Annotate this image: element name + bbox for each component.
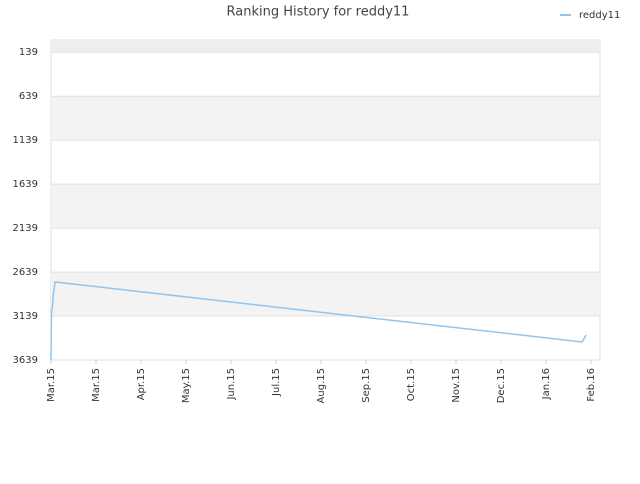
x-tick-label: Feb.16 — [586, 368, 597, 402]
x-tick-label: Aug.15 — [316, 368, 327, 403]
y-tick-label: 2639 — [13, 267, 38, 278]
x-tick-label: May.15 — [181, 368, 192, 403]
x-tick-label: Nov.15 — [451, 368, 462, 403]
x-tick-label: Oct.15 — [406, 368, 417, 401]
x-tick-label: Apr.15 — [136, 368, 147, 400]
x-tick-label: Jul.15 — [271, 368, 282, 397]
x-tick-label: Jan.16 — [541, 368, 552, 400]
x-tick-label: Mar.15 — [46, 368, 57, 402]
y-tick-label: 3639 — [13, 355, 38, 366]
y-tick-label: 3139 — [13, 311, 38, 322]
x-tick-label: Sep.15 — [361, 368, 372, 403]
x-tick-label: Jun.15 — [226, 368, 237, 401]
series-line — [50, 281, 587, 361]
y-tick-label: 1639 — [13, 179, 38, 190]
band — [51, 272, 600, 317]
y-tick-label: 2139 — [13, 223, 38, 234]
x-tick-label: Mar.15 — [91, 368, 102, 402]
y-tick-label: 139 — [19, 47, 38, 58]
band — [51, 96, 600, 141]
x-tick-label: Dec.15 — [496, 368, 507, 403]
band — [51, 184, 600, 229]
y-tick-label: 639 — [19, 91, 38, 102]
legend-label: reddy11 — [579, 10, 620, 21]
y-tick-label: 1139 — [13, 135, 38, 146]
band — [51, 40, 600, 53]
chart-title: Ranking History for reddy11 — [227, 5, 410, 20]
